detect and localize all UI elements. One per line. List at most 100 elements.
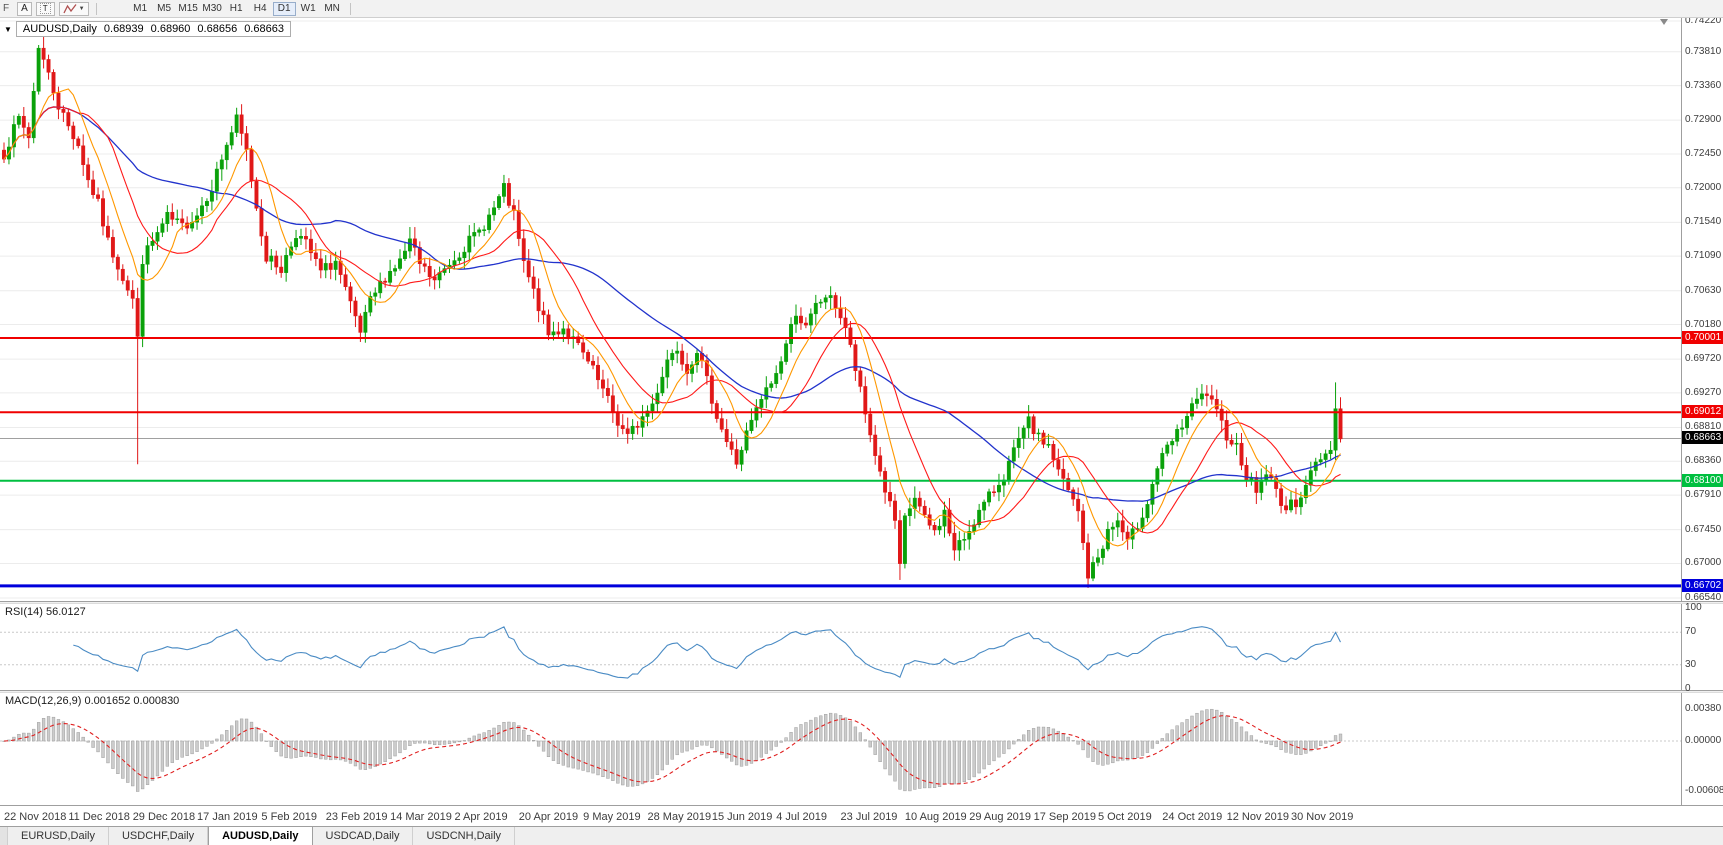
- date-label: 22 Nov 2018: [4, 811, 67, 823]
- grid-lines: [0, 20, 1681, 599]
- hline-price-badge: 0.66702: [1682, 578, 1723, 592]
- bid-price-badge: 0.68663: [1682, 431, 1723, 445]
- open-value: 0.68939: [103, 23, 144, 35]
- arrow-tool-label: A: [21, 3, 28, 14]
- price-axis-label: 0.72000: [1685, 181, 1722, 193]
- date-label: 28 May 2019: [647, 811, 712, 823]
- pane-divider[interactable]: [0, 690, 1723, 693]
- candlesticks: [2, 36, 1343, 588]
- macd-signal-line: [3, 715, 1341, 785]
- timeframe-button-w1[interactable]: W1: [297, 2, 320, 16]
- macd-name: MACD(12,26,9): [5, 695, 82, 707]
- price-axis-label: 0.68360: [1685, 455, 1722, 467]
- price-axis-label: 0.69720: [1685, 353, 1722, 365]
- ohlc-info-box: AUDUSD,Daily 0.68939 0.68960 0.68656 0.6…: [15, 21, 291, 37]
- price-axis-label: 0.72900: [1685, 114, 1722, 126]
- date-label: 23 Feb 2019: [325, 811, 388, 823]
- toolbar-edge-label[interactable]: F: [3, 3, 10, 14]
- timeframe-button-m5[interactable]: M5: [153, 2, 176, 16]
- rsi-axis-label: 100: [1685, 602, 1702, 613]
- price-axis-label: 0.69270: [1685, 386, 1722, 398]
- timeframe-button-h1[interactable]: H1: [225, 2, 248, 16]
- date-label: 17 Jan 2019: [197, 811, 258, 823]
- arrow-tool-button[interactable]: A: [17, 1, 32, 16]
- tab-eurusd-daily[interactable]: EURUSD,Daily: [8, 827, 109, 845]
- pane-divider[interactable]: [0, 601, 1723, 604]
- tab-usdchf-daily[interactable]: USDCHF,Daily: [109, 827, 209, 845]
- rsi-value: 56.0127: [45, 606, 86, 618]
- chart-header: ▼ AUDUSD,Daily 0.68939 0.68960 0.68656 0…: [4, 21, 291, 37]
- price-axis-label: 0.71540: [1685, 216, 1722, 228]
- date-label: 5 Feb 2019: [261, 811, 318, 823]
- one-click-trading-collapse-icon[interactable]: ▼: [4, 24, 12, 34]
- timeframe-button-m15[interactable]: M15: [178, 3, 198, 14]
- rsi-name: RSI(14): [5, 606, 43, 618]
- price-axis-label: 0.66540: [1685, 592, 1722, 603]
- date-label: 9 May 2019: [583, 811, 641, 823]
- rsi-title: RSI(14) 56.0127: [5, 606, 86, 618]
- close-value: 0.68663: [244, 23, 284, 35]
- timeframe-button-m1[interactable]: M1: [129, 2, 152, 16]
- price-axis-label: 0.74220: [1685, 15, 1722, 26]
- date-label: 30 Nov 2019: [1291, 811, 1354, 823]
- text-tool-button[interactable]: T: [35, 1, 55, 16]
- price-axis-label: 0.68810: [1685, 421, 1722, 433]
- price-axis-label: 0.67910: [1685, 489, 1722, 501]
- date-label: 4 Jul 2019: [776, 811, 827, 823]
- text-tool-label: T: [39, 3, 51, 14]
- zigzag-icon: [63, 3, 77, 13]
- symbol-period-label: AUDUSD,Daily: [22, 23, 97, 35]
- price-axis-label: 0.70630: [1685, 284, 1722, 296]
- date-label: 20 Apr 2019: [518, 811, 579, 823]
- rsi-axis-label: 30: [1685, 658, 1697, 670]
- price-scale[interactable]: 0.74220 0.73810 0.73360 0.72900 0.72450 0.720…: [1682, 0, 1723, 806]
- macd-histogram: [2, 708, 1343, 792]
- ma-mid-line: [3, 106, 1341, 534]
- high-value: 0.68960: [150, 23, 191, 35]
- timeframe-button-d1[interactable]: D1: [272, 1, 296, 16]
- hline-price-badge: 0.68100: [1682, 473, 1723, 487]
- date-label: 14 Mar 2019: [390, 811, 452, 823]
- price-axis-label: 0.73810: [1685, 45, 1722, 57]
- chart-tab-bar: EURUSD,Daily USDCHF,Daily AUDUSD,Daily USDC…: [0, 826, 1723, 845]
- low-value: 0.68656: [197, 23, 238, 35]
- date-label: 11 Dec 2018: [68, 811, 130, 823]
- hline-price-badge: 0.69012: [1682, 405, 1723, 419]
- timeframe-button-mn[interactable]: MN: [321, 2, 344, 16]
- timeframe-button-m30[interactable]: M30: [202, 3, 222, 14]
- date-label: 29 Dec 2018: [132, 811, 196, 823]
- rsi-indicator-pane[interactable]: [0, 604, 1681, 690]
- price-axis-label: 0.71090: [1685, 250, 1722, 262]
- indicators-dropdown-button[interactable]: ▼: [58, 1, 89, 16]
- macd-axis-label: -0.00608: [1685, 785, 1723, 797]
- date-label: 23 Jul 2019: [840, 811, 898, 823]
- date-label: 15 Jun 2019: [711, 811, 773, 823]
- timeframe-button-h4[interactable]: H4: [249, 2, 272, 16]
- toolbar-separator: [95, 2, 97, 15]
- date-label: 29 Aug 2019: [969, 811, 1032, 823]
- price-axis-label: 0.72450: [1685, 147, 1722, 159]
- timeframe-toolbar: M1 M5 M15 M30 H1 H4 D1 W1 MN: [129, 1, 344, 16]
- macd-indicator-pane[interactable]: [0, 693, 1681, 805]
- macd-axis-label: 0.00380: [1685, 703, 1722, 715]
- date-label: 17 Sep 2019: [1033, 811, 1096, 823]
- tab-bar-grip[interactable]: [0, 827, 8, 845]
- ma-slow-line: [3, 106, 1341, 502]
- toolbar-separator: [349, 2, 351, 15]
- price-scale-border: [1681, 17, 1682, 806]
- hline-price-badge: 0.70001: [1682, 330, 1723, 344]
- main-price-chart[interactable]: [0, 17, 1681, 601]
- price-axis-label: 0.70180: [1685, 318, 1722, 330]
- price-axis-label: 0.73360: [1685, 79, 1722, 91]
- time-axis[interactable]: 22 Nov 2018 11 Dec 2018 29 Dec 2018 17 Jan …: [0, 805, 1723, 826]
- macd-values: 0.001652 0.000830: [84, 695, 180, 707]
- date-label: 2 Apr 2019: [454, 811, 508, 823]
- chart-shift-marker-icon[interactable]: [1660, 19, 1668, 25]
- rsi-line: [73, 626, 1341, 679]
- tab-usdcnh-daily[interactable]: USDCNH,Daily: [413, 827, 516, 845]
- ma-fast-line: [3, 88, 1341, 547]
- tab-usdcad-daily[interactable]: USDCAD,Daily: [313, 827, 414, 845]
- tab-audusd-daily[interactable]: AUDUSD,Daily: [208, 827, 313, 845]
- main-toolbar: F A T ▼ M1 M5 M15 M30 H1 H4 D1 W1 MN: [0, 0, 1723, 18]
